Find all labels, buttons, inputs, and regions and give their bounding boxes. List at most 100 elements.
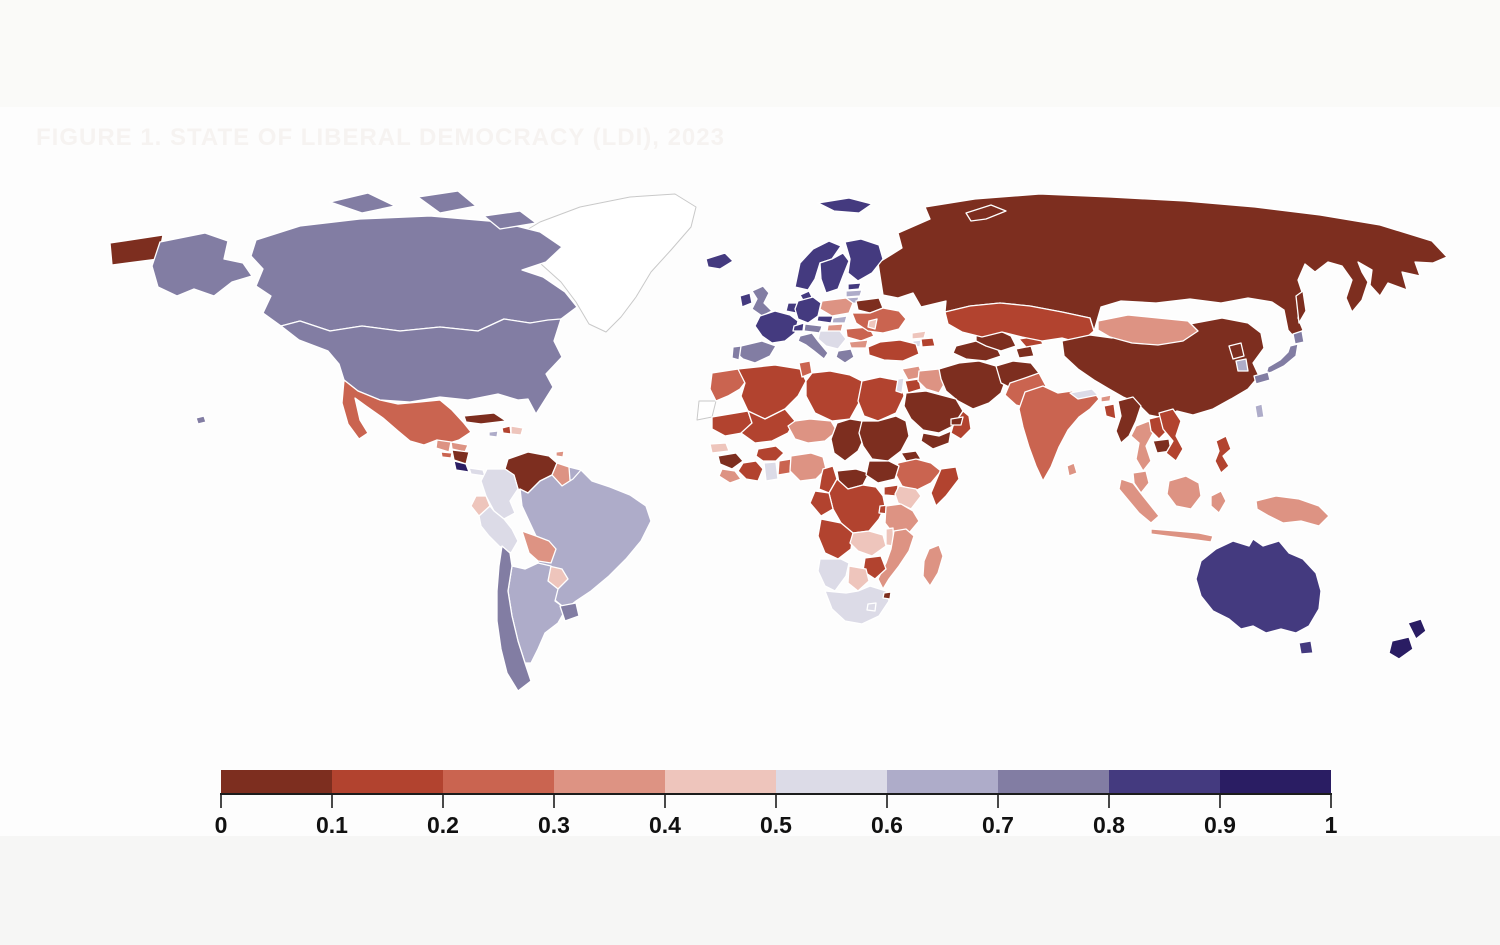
country-moldova	[867, 318, 878, 330]
country-el-salvador	[440, 451, 453, 459]
page-top-band	[0, 0, 1500, 107]
country-sweden	[819, 252, 850, 294]
country-vietnam	[1158, 408, 1184, 462]
country-canada-arctic-3	[483, 210, 537, 230]
country-botswana	[847, 565, 870, 592]
country-bolivia	[521, 530, 557, 564]
region-congo-gabon	[809, 490, 834, 517]
country-thailand	[1130, 420, 1154, 472]
country-italy	[797, 332, 829, 360]
country-ethiopia	[894, 458, 942, 492]
legend-segment-0	[221, 770, 332, 794]
country-russia-novaya-zemlya	[965, 204, 1007, 222]
country-mongolia	[1097, 314, 1199, 346]
country-japan-hokkaido	[1292, 330, 1305, 345]
country-indonesia-sulawesi	[1210, 490, 1227, 514]
country-cuba	[463, 412, 507, 425]
country-india	[1018, 385, 1100, 482]
country-australia	[1195, 538, 1322, 634]
legend-label-9: 0.9	[1204, 812, 1236, 838]
legend-segment-7	[998, 770, 1109, 794]
country-greenland	[509, 193, 697, 333]
country-chile	[496, 545, 532, 692]
country-japan-kyushu	[1253, 371, 1271, 385]
page-bottom-band	[0, 836, 1500, 945]
country-papua-new-guinea	[1255, 495, 1330, 527]
country-slovakia	[831, 315, 848, 324]
country-mali	[740, 408, 796, 444]
color-scale-legend: 0 0.1 0.2 0.3 0.4 0.5 0.6 0.7 0.8 0.9 1	[215, 770, 1338, 838]
country-mexico	[341, 379, 472, 446]
country-japan-honshu	[1265, 343, 1299, 375]
country-sri-lanka	[1066, 462, 1078, 477]
country-canada-arctic-1	[329, 192, 396, 214]
region-togo-benin	[777, 458, 792, 476]
country-ukraine	[851, 307, 907, 334]
country-azerbaijan	[920, 337, 936, 348]
country-ireland	[739, 292, 753, 308]
legend-label-4: 0.4	[649, 812, 681, 838]
legend-segment-4	[665, 770, 776, 794]
country-bhutan	[1100, 394, 1112, 403]
country-iran	[938, 360, 1007, 410]
country-uruguay	[559, 602, 580, 622]
country-germany	[794, 296, 822, 324]
legend-label-8: 0.8	[1093, 812, 1125, 838]
country-indonesia-borneo	[1166, 475, 1202, 510]
legend-segment-2	[443, 770, 554, 794]
country-iceland	[705, 252, 734, 270]
country-peru	[478, 505, 519, 554]
country-kenya	[894, 485, 922, 510]
country-turkey	[867, 339, 920, 362]
country-bangladesh	[1103, 403, 1117, 420]
country-indonesia-sumatra	[1118, 478, 1160, 524]
country-new-zealand-north	[1407, 618, 1427, 640]
country-niger	[787, 418, 838, 444]
legend-segment-6	[887, 770, 998, 794]
country-guatemala	[435, 439, 452, 453]
country-united-kingdom	[751, 285, 773, 317]
country-new-zealand-south	[1388, 636, 1414, 660]
country-canada-arctic-2	[417, 190, 477, 214]
country-portugal	[731, 345, 742, 361]
country-philippines	[1214, 435, 1232, 474]
country-usa-hawaii	[195, 415, 207, 425]
country-libya	[805, 370, 863, 422]
legend-label-6: 0.6	[871, 812, 903, 838]
legend-label-1: 0.1	[316, 812, 348, 838]
country-burkina-faso	[755, 445, 785, 462]
legend-segment-3	[554, 770, 665, 794]
country-malaysia	[1132, 470, 1150, 494]
country-nepal	[1069, 388, 1099, 400]
legend-segment-9	[1220, 770, 1331, 794]
country-usa	[280, 318, 563, 415]
legend-label-2: 0.2	[427, 812, 459, 838]
country-bulgaria	[848, 339, 869, 349]
country-cote-divoire	[737, 460, 764, 482]
country-israel	[895, 377, 905, 394]
country-canada	[250, 215, 578, 332]
country-uae	[950, 416, 964, 426]
country-spain	[735, 340, 777, 364]
country-myanmar	[1115, 396, 1142, 444]
country-south-sudan	[865, 460, 900, 484]
country-norway	[794, 240, 842, 291]
country-somalia	[930, 466, 960, 507]
country-greece	[835, 348, 855, 364]
country-panama	[468, 467, 486, 477]
country-yemen	[920, 430, 952, 450]
country-jordan	[904, 378, 922, 394]
country-eswatini	[882, 591, 892, 600]
country-madagascar	[922, 544, 944, 587]
country-poland	[819, 297, 854, 317]
country-finland	[844, 238, 884, 282]
country-dominican-republic	[510, 425, 524, 436]
country-colombia	[480, 468, 519, 520]
legend-segment-8	[1109, 770, 1220, 794]
country-egypt	[857, 376, 905, 422]
legend-label-3: 0.3	[538, 812, 570, 838]
figure-title: FIGURE 1. STATE OF LIBERAL DEMOCRACY (LD…	[36, 124, 725, 151]
map-layer	[109, 190, 1448, 692]
country-haiti	[501, 425, 512, 435]
